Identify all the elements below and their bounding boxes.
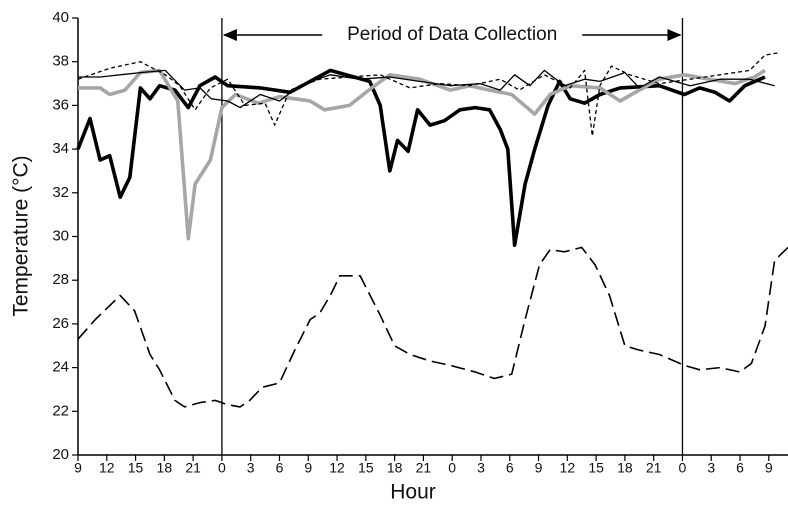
x-tick-label: 0 — [218, 460, 226, 476]
x-axis-title: Hour — [390, 481, 436, 504]
x-tick-label: 12 — [560, 460, 576, 476]
annotation: Period of Data Collection — [347, 24, 557, 45]
x-tick-label: 3 — [707, 460, 715, 476]
x-tick-label: 6 — [506, 460, 514, 476]
x-tick-label: 21 — [646, 460, 662, 476]
arrow-head — [222, 29, 237, 41]
x-tick-label: 15 — [588, 460, 604, 476]
arrow-head — [667, 29, 682, 41]
x-tick-label: 18 — [617, 460, 633, 476]
x-tick-label: 9 — [74, 460, 82, 476]
y-tick-label: 28 — [52, 271, 69, 288]
y-tick-label: 24 — [52, 359, 69, 376]
annotation-background — [322, 23, 583, 47]
x-tick-label: 12 — [99, 460, 115, 476]
x-tick-label: 18 — [387, 460, 403, 476]
x-tick-label: 9 — [535, 460, 543, 476]
x-tick-label: 9 — [765, 460, 773, 476]
x-tick-label: 15 — [358, 460, 374, 476]
x-tick-label: 21 — [185, 460, 201, 476]
y-tick-label: 38 — [52, 53, 69, 70]
series-line — [78, 69, 775, 109]
series-line — [77, 52, 778, 137]
y-tick-label: 22 — [52, 402, 69, 419]
x-tick-label: 0 — [679, 460, 687, 476]
x-tick-label: 3 — [247, 460, 255, 476]
x-tick-label: 12 — [329, 460, 345, 476]
y-axis-title: Temperature (°C) — [10, 155, 33, 316]
x-tick-label: 18 — [157, 460, 173, 476]
y-tick-label: 20 — [52, 446, 69, 463]
y-tick-label: 34 — [52, 140, 69, 157]
series-line — [78, 68, 766, 241]
x-tick-label: 0 — [448, 460, 456, 476]
series-line — [77, 246, 788, 408]
series-line — [76, 68, 766, 247]
x-tick-label: 21 — [416, 460, 432, 476]
x-tick-label: 6 — [276, 460, 284, 476]
y-tick-label: 26 — [52, 315, 69, 332]
y-tick-label: 36 — [52, 96, 69, 113]
y-tick-label: 32 — [52, 184, 69, 201]
y-tick-label: 40 — [52, 9, 69, 26]
x-tick-label: 3 — [477, 460, 485, 476]
y-tick-label: 30 — [52, 227, 69, 244]
x-tick-label: 15 — [128, 460, 144, 476]
x-tick-label: 9 — [304, 460, 312, 476]
x-tick-label: 6 — [736, 460, 744, 476]
